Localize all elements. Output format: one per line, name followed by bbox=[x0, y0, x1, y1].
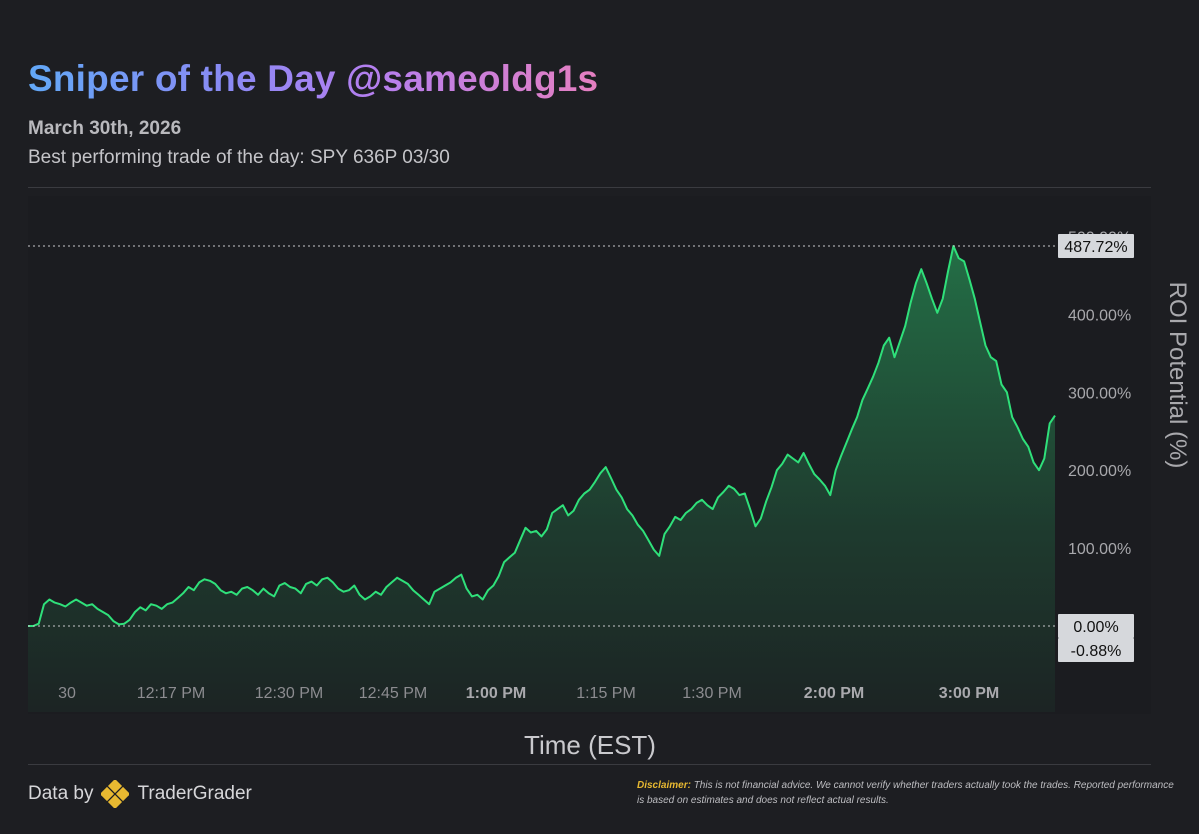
trade-subtitle: Best performing trade of the day: SPY 63… bbox=[28, 147, 450, 168]
value-badge bbox=[1058, 638, 1134, 662]
data-attribution: Data by TraderGrader bbox=[28, 780, 252, 808]
date-label: March 30th, 2026 bbox=[28, 118, 182, 139]
value-badge-label: 487.72% bbox=[1064, 239, 1127, 256]
x-tick-label: 1:15 PM bbox=[576, 685, 636, 702]
y-tick-label: 200.00% bbox=[1068, 463, 1131, 480]
x-tick-label: 12:30 PM bbox=[255, 685, 323, 702]
y-tick-label: 100.00% bbox=[1068, 541, 1131, 558]
x-tick-label: 30 bbox=[58, 685, 76, 702]
x-tick-label: 12:17 PM bbox=[137, 685, 205, 702]
series-line bbox=[28, 245, 1056, 627]
disclaimer-label: Disclaimer: bbox=[637, 780, 691, 791]
brand-name: TraderGrader bbox=[137, 783, 252, 804]
tradergrader-diamond-icon bbox=[101, 780, 130, 808]
value-badge bbox=[1058, 614, 1134, 638]
page-title: Sniper of the Day @sameoldg1s bbox=[28, 58, 599, 99]
header-divider bbox=[28, 187, 1151, 188]
value-badge-label: -0.88% bbox=[1071, 643, 1122, 660]
x-tick-label: 2:00 PM bbox=[804, 685, 864, 702]
x-tick-label: 12:45 PM bbox=[359, 685, 427, 702]
series-area bbox=[28, 246, 1055, 712]
x-tick-label: 1:00 PM bbox=[466, 685, 526, 702]
x-axis-title: Time (EST) bbox=[524, 730, 656, 760]
footer-divider bbox=[28, 764, 1151, 765]
x-tick-label: 3:00 PM bbox=[939, 685, 999, 702]
value-badge-label: 0.00% bbox=[1073, 619, 1118, 636]
disclaimer: Disclaimer: This is not financial advice… bbox=[637, 778, 1177, 808]
data-by-label: Data by bbox=[28, 783, 94, 804]
y-axis-title: ROI Potential (%) bbox=[1164, 282, 1191, 469]
value-badge bbox=[1058, 234, 1134, 258]
y-tick-label: 400.00% bbox=[1068, 307, 1131, 324]
x-tick-label: 1:30 PM bbox=[682, 685, 742, 702]
disclaimer-text: This is not financial advice. We cannot … bbox=[637, 780, 1174, 806]
y-tick-label: 300.00% bbox=[1068, 385, 1131, 402]
